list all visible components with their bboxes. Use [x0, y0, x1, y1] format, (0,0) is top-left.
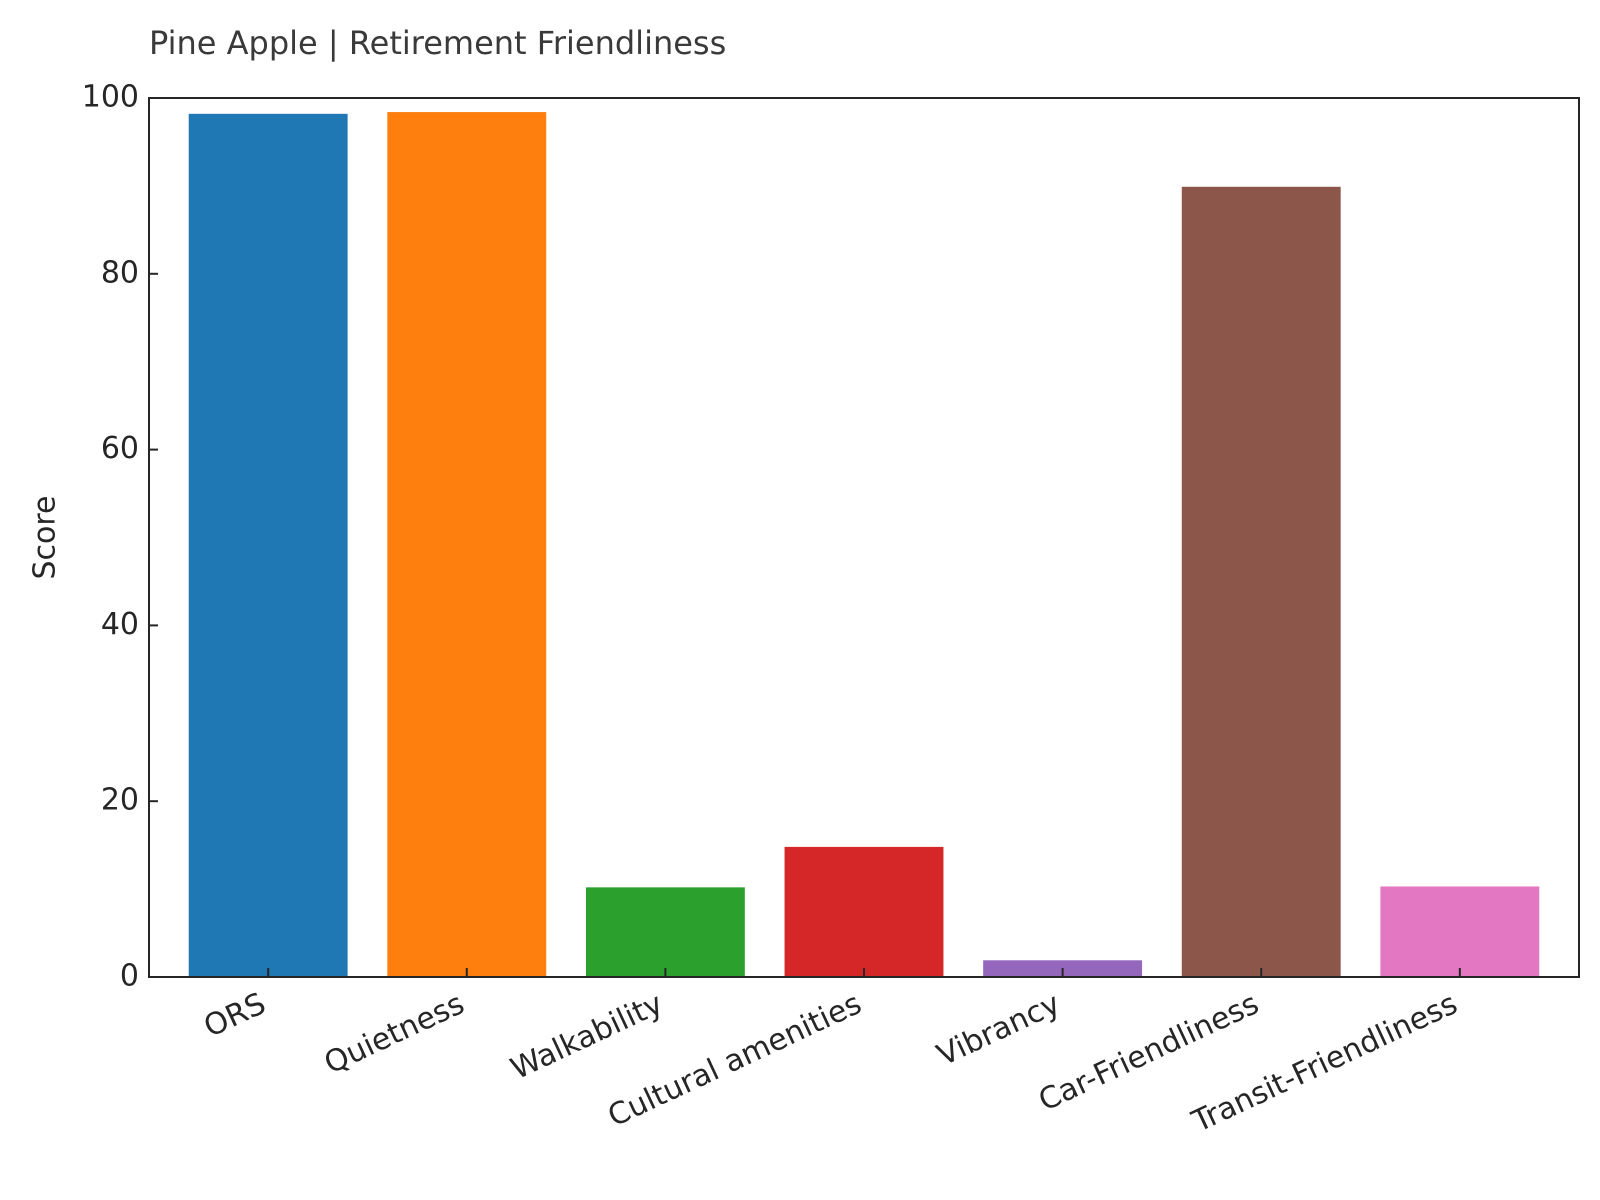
bar-cultural-amenities	[784, 846, 944, 977]
x-tick-label: Walkability	[506, 986, 669, 1087]
y-tick-label: 0	[120, 959, 139, 994]
bars-layer	[188, 112, 1540, 978]
y-axis-label: Score	[28, 495, 63, 579]
y-tick-label: 100	[82, 80, 139, 115]
bar-ors	[188, 113, 348, 977]
chart-title: Pine Apple | Retirement Friendliness	[149, 24, 727, 62]
y-tick-label: 20	[101, 783, 139, 818]
y-tick-label: 60	[101, 431, 139, 466]
bar-car-friendliness	[1181, 186, 1341, 978]
plot-frame	[148, 97, 1580, 978]
x-tick-label: ORS	[199, 986, 271, 1045]
y-tick-label: 40	[101, 607, 139, 642]
bar-walkability	[585, 887, 745, 977]
y-tick-label: 80	[101, 255, 139, 290]
y-axis: 0 20 40 60 80 100	[82, 80, 158, 994]
bar-transit-friendliness	[1380, 886, 1540, 977]
bar-quietness	[387, 112, 547, 977]
x-tick-label: Quietness	[319, 986, 470, 1081]
x-tick-label: Vibrancy	[932, 986, 1066, 1073]
